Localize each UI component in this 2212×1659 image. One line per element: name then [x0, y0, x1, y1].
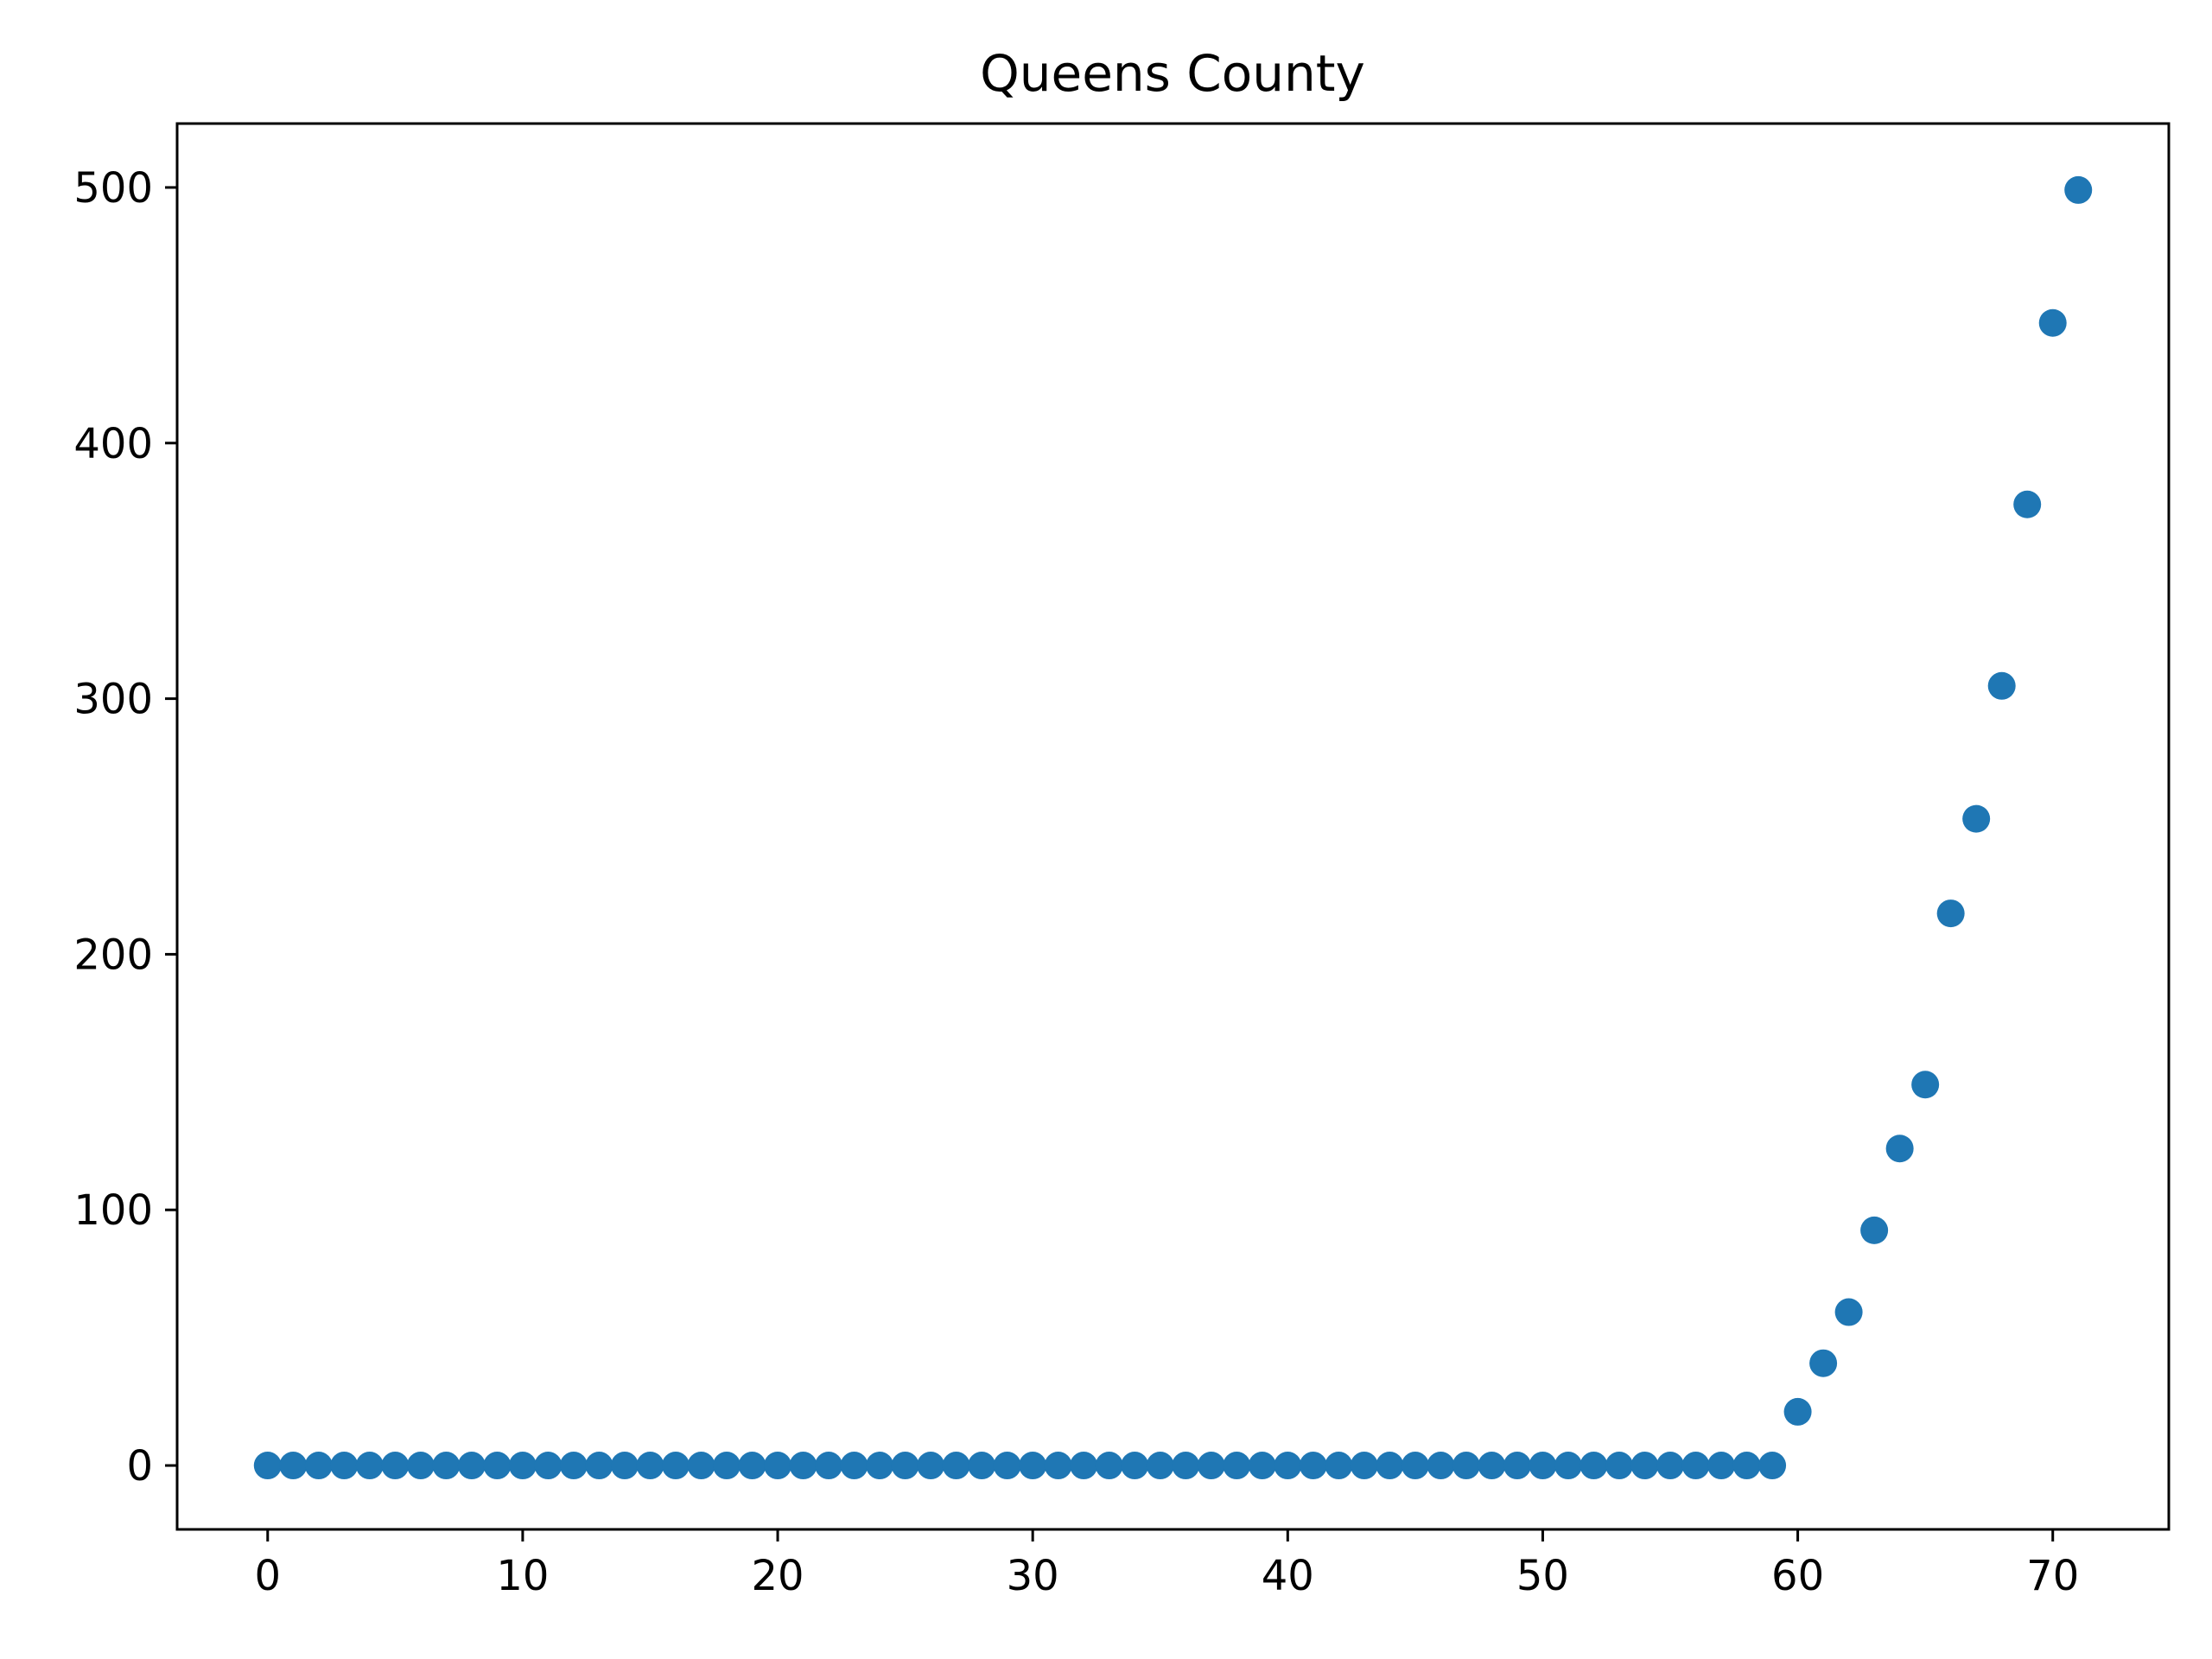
data-point [1783, 1397, 1812, 1426]
data-point [1146, 1452, 1174, 1480]
y-tick-label: 100 [73, 1186, 153, 1235]
x-axis-ticks: 0 10 20 30 40 50 60 70 [254, 1529, 2079, 1600]
data-point [1681, 1452, 1710, 1480]
data-point [508, 1452, 537, 1480]
x-tick-label: 0 [254, 1552, 281, 1600]
data-point [764, 1452, 792, 1480]
y-tick-label: 0 [126, 1442, 153, 1491]
data-point [687, 1452, 715, 1480]
x-tick-label: 20 [752, 1552, 804, 1600]
data-point [993, 1452, 1021, 1480]
data-point [1095, 1452, 1123, 1480]
y-tick-label: 500 [73, 164, 153, 213]
data-point [1070, 1452, 1098, 1480]
data-point [1605, 1452, 1633, 1480]
data-point [1274, 1452, 1302, 1480]
data-points [253, 175, 2093, 1480]
data-point [585, 1452, 613, 1480]
data-point [1223, 1452, 1251, 1480]
data-point [942, 1452, 970, 1480]
data-point [891, 1452, 919, 1480]
data-point [1401, 1452, 1429, 1480]
data-point [1936, 899, 1965, 928]
data-point [2013, 490, 2042, 518]
data-point [253, 1452, 282, 1480]
data-point [1172, 1452, 1200, 1480]
data-point [406, 1452, 435, 1480]
data-point [789, 1452, 817, 1480]
data-point [1834, 1298, 1863, 1326]
data-point [304, 1452, 333, 1480]
data-point [1860, 1216, 1889, 1244]
data-point [1911, 1071, 1940, 1099]
data-point [1987, 671, 2016, 700]
data-point [1732, 1452, 1761, 1480]
data-point [866, 1452, 894, 1480]
x-tick-label: 50 [1516, 1552, 1569, 1600]
chart-title: Queens County [980, 44, 1365, 103]
data-point [559, 1452, 588, 1480]
data-point [457, 1452, 486, 1480]
data-point [1299, 1452, 1327, 1480]
data-point [1350, 1452, 1378, 1480]
data-point [1529, 1452, 1557, 1480]
data-point [1758, 1452, 1787, 1480]
data-point [840, 1452, 868, 1480]
data-point [1554, 1452, 1582, 1480]
data-point [534, 1452, 563, 1480]
data-point [1452, 1452, 1480, 1480]
data-point [1707, 1452, 1736, 1480]
data-point [2064, 175, 2093, 204]
axes-frame [175, 122, 2171, 1531]
data-point [1630, 1452, 1659, 1480]
x-tick-label: 30 [1007, 1552, 1059, 1600]
x-tick-label: 70 [2026, 1552, 2079, 1600]
data-point [713, 1452, 741, 1480]
data-point [1019, 1452, 1047, 1480]
data-point [1580, 1452, 1608, 1480]
data-point [1121, 1452, 1149, 1480]
data-point [1197, 1452, 1225, 1480]
data-point [279, 1452, 308, 1480]
x-tick-label: 40 [1262, 1552, 1314, 1600]
data-point [1325, 1452, 1353, 1480]
data-point [636, 1452, 664, 1480]
data-point [381, 1452, 410, 1480]
data-point [661, 1452, 690, 1480]
data-point [1478, 1452, 1506, 1480]
data-point [1248, 1452, 1276, 1480]
data-point [1885, 1135, 1914, 1163]
data-point [610, 1452, 639, 1480]
data-point [738, 1452, 766, 1480]
data-point [917, 1452, 945, 1480]
data-point [432, 1452, 461, 1480]
y-tick-label: 400 [73, 420, 153, 468]
y-tick-label: 200 [73, 931, 153, 979]
x-tick-label: 60 [1771, 1552, 1824, 1600]
data-point [1044, 1452, 1072, 1480]
data-point [1376, 1452, 1404, 1480]
y-tick-label: 300 [73, 676, 153, 724]
x-tick-label: 10 [496, 1552, 549, 1600]
data-point [968, 1452, 996, 1480]
data-point [2038, 308, 2067, 337]
y-axis-ticks: 0 100 200 300 400 500 [73, 164, 177, 1491]
data-point [1809, 1349, 1838, 1377]
data-point [483, 1452, 512, 1480]
data-point [330, 1452, 359, 1480]
data-point [1962, 804, 1991, 833]
data-point [1427, 1452, 1455, 1480]
data-point [815, 1452, 843, 1480]
data-point [1503, 1452, 1531, 1480]
data-point [355, 1452, 384, 1480]
data-point [1656, 1452, 1685, 1480]
